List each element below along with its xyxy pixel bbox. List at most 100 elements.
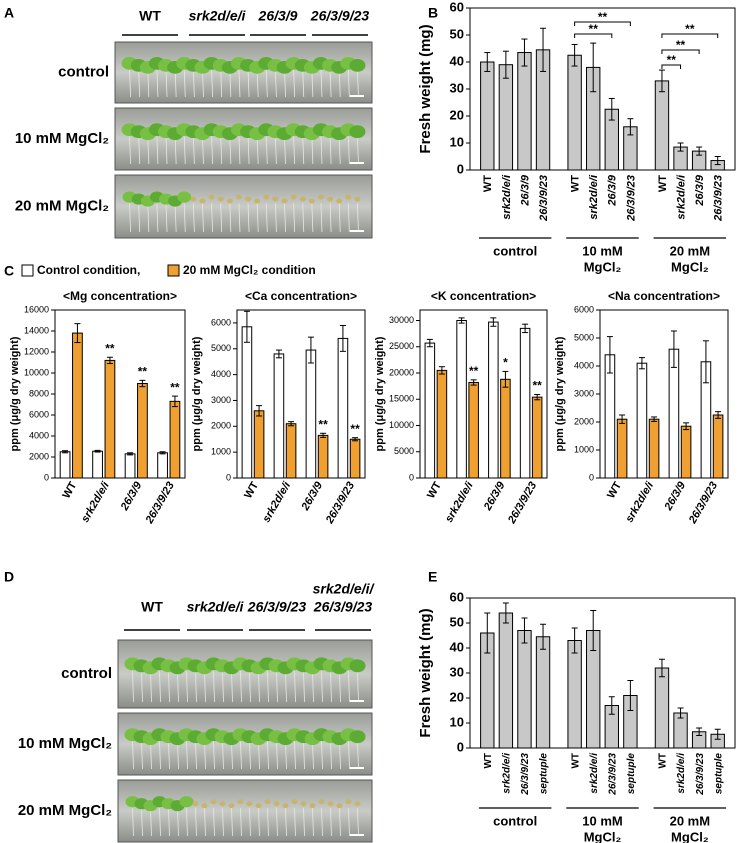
genotype-label: srk2d/e/i bbox=[189, 8, 247, 24]
seedling bbox=[318, 799, 325, 805]
bar bbox=[668, 348, 680, 479]
root bbox=[265, 69, 268, 98]
seedling bbox=[282, 803, 289, 809]
root bbox=[312, 807, 314, 837]
significance-label: ** bbox=[105, 341, 115, 355]
root bbox=[156, 203, 159, 233]
bar bbox=[456, 320, 467, 479]
x-tick-label: 26/3/9/23 bbox=[143, 480, 177, 527]
root bbox=[165, 203, 168, 233]
seedling bbox=[345, 799, 352, 805]
x-tick-label: septuple bbox=[539, 753, 550, 795]
x-tick-label: WT bbox=[657, 175, 669, 192]
root bbox=[192, 203, 195, 233]
root bbox=[293, 135, 296, 165]
x-tick-label: srk2d/e/i bbox=[443, 479, 476, 524]
root bbox=[213, 670, 215, 703]
seedling bbox=[336, 198, 343, 204]
root bbox=[177, 670, 179, 703]
root bbox=[275, 69, 277, 98]
photo bbox=[114, 174, 373, 239]
bar bbox=[488, 321, 499, 479]
root bbox=[150, 670, 152, 703]
scale-bar bbox=[350, 230, 364, 232]
root bbox=[284, 203, 286, 233]
root bbox=[330, 807, 332, 837]
y-axis-label: ppm (μg/g dry weight) bbox=[374, 336, 386, 451]
x-tick-label: 26/3/9/23 bbox=[520, 753, 531, 796]
seedling bbox=[219, 801, 226, 807]
y-tick-label: 30000 bbox=[389, 315, 414, 325]
root bbox=[284, 135, 286, 165]
seedling bbox=[273, 801, 280, 807]
root bbox=[150, 807, 152, 837]
x-tick-label: WT bbox=[425, 480, 444, 501]
seedling bbox=[354, 801, 361, 807]
root bbox=[220, 203, 223, 233]
root bbox=[186, 670, 188, 703]
significance-label: ** bbox=[589, 22, 599, 36]
root bbox=[229, 203, 232, 233]
y-axis-label: Fresh weight (mg) bbox=[417, 24, 434, 153]
y-tick-label: 0 bbox=[457, 161, 464, 176]
y-tick-label: 50 bbox=[450, 26, 464, 41]
root bbox=[258, 670, 260, 703]
root bbox=[138, 203, 141, 233]
seedling bbox=[255, 803, 262, 809]
significance-label: ** bbox=[469, 364, 479, 378]
root bbox=[339, 670, 341, 703]
root bbox=[150, 740, 152, 770]
x-tick-label: WT bbox=[605, 480, 624, 501]
root bbox=[311, 203, 314, 233]
bar bbox=[468, 381, 479, 479]
y-tick-label: 60 bbox=[450, 589, 464, 604]
bar bbox=[424, 342, 436, 479]
root bbox=[330, 670, 332, 703]
seedling bbox=[308, 198, 315, 204]
plot-frame bbox=[236, 309, 366, 479]
bar bbox=[498, 64, 514, 171]
root bbox=[339, 740, 341, 770]
y-tick-label: 0 bbox=[44, 472, 49, 482]
y-tick-label: 60 bbox=[450, 0, 464, 14]
seedling bbox=[177, 191, 192, 203]
panel-label: C bbox=[4, 263, 14, 279]
root bbox=[247, 203, 250, 233]
x-tick-label: srk2d/e/i bbox=[502, 753, 513, 794]
root bbox=[195, 670, 197, 703]
root bbox=[303, 807, 305, 837]
root bbox=[229, 135, 232, 165]
root bbox=[165, 69, 168, 98]
root bbox=[211, 69, 213, 98]
root bbox=[238, 135, 241, 165]
legend-swatch bbox=[167, 264, 180, 277]
seedling bbox=[327, 196, 334, 202]
seedling bbox=[281, 198, 288, 204]
y-tick-label: 5000 bbox=[394, 446, 414, 456]
bar bbox=[498, 612, 514, 749]
root bbox=[174, 203, 177, 233]
seedling bbox=[349, 58, 366, 72]
photo bbox=[114, 41, 373, 104]
x-tick-label: WT bbox=[483, 753, 494, 769]
bar bbox=[305, 349, 317, 479]
significance-label: ** bbox=[532, 379, 542, 393]
seedling bbox=[300, 801, 307, 807]
root bbox=[159, 740, 161, 770]
root bbox=[204, 807, 206, 837]
seedling bbox=[327, 801, 334, 807]
root bbox=[357, 670, 359, 703]
y-tick-label: 10000 bbox=[389, 420, 414, 430]
root bbox=[192, 135, 195, 165]
x-tick-label: 26/3/9 bbox=[481, 479, 508, 513]
seedling bbox=[235, 194, 242, 200]
y-axis-label: ppm (μg/g dry weight) bbox=[191, 336, 203, 451]
bracket bbox=[661, 33, 719, 38]
bar bbox=[157, 452, 168, 479]
root bbox=[156, 69, 159, 98]
root bbox=[183, 135, 186, 165]
y-tick-label: 0 bbox=[589, 472, 594, 482]
root bbox=[129, 69, 131, 98]
root bbox=[213, 740, 215, 770]
root bbox=[138, 135, 141, 165]
